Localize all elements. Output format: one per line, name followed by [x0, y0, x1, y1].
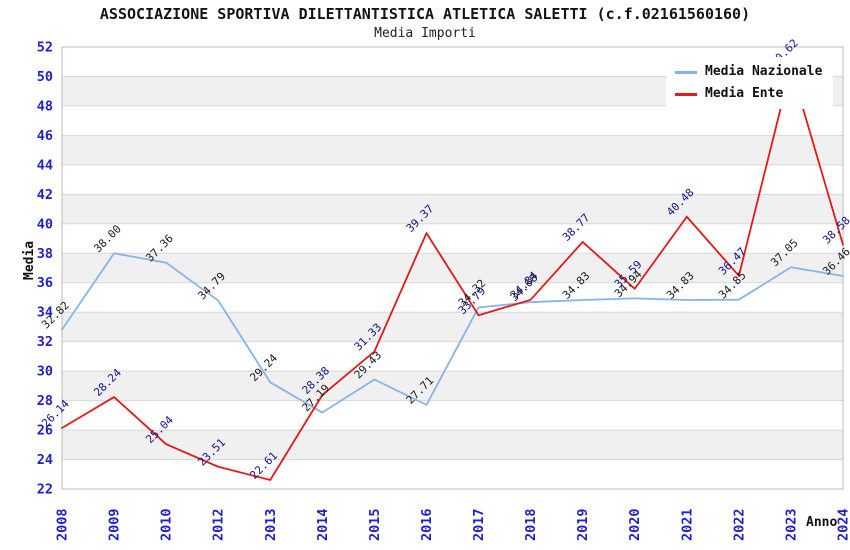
legend-item-media-ente: Media Ente [675, 87, 822, 101]
y-tick-label: 36 [37, 275, 53, 291]
x-tick-label: 2015 [367, 508, 383, 541]
y-tick-label: 50 [37, 69, 53, 85]
grid-band [62, 194, 843, 224]
grid-band [62, 135, 843, 165]
x-tick-label: 2008 [55, 508, 71, 541]
x-tick-label: 2010 [159, 508, 175, 541]
y-tick-label: 28 [37, 393, 53, 409]
y-tick-label: 24 [37, 452, 53, 468]
x-axis-title: Anno [806, 515, 838, 530]
grid-band [62, 253, 843, 283]
grid-band [62, 371, 843, 401]
y-tick-label: 40 [37, 216, 53, 232]
legend-swatch-media-nazionale [675, 70, 697, 74]
x-tick-label: 2014 [315, 508, 331, 541]
x-tick-label: 2022 [731, 508, 747, 541]
y-tick-label: 22 [37, 482, 53, 498]
x-tick-label: 2016 [419, 508, 435, 541]
x-tick-label: 2013 [263, 508, 279, 541]
y-tick-label: 30 [37, 364, 53, 380]
y-tick-label: 42 [37, 187, 53, 203]
series-line-media-nazionale [61, 252, 844, 414]
legend-label-media-ente: Media Ente [705, 86, 784, 101]
chart-legend: Media Nazionale Media Ente [666, 57, 834, 109]
x-tick-label: 2021 [679, 508, 695, 541]
y-tick-label: 32 [37, 334, 53, 350]
x-tick-label: 2023 [783, 508, 799, 541]
grid-band [62, 430, 843, 460]
legend-swatch-media-ente [675, 92, 697, 96]
series-line-media-ente [61, 66, 844, 481]
x-tick-label: 2017 [471, 508, 487, 541]
x-tick-label: 2009 [107, 508, 123, 541]
y-tick-label: 26 [37, 423, 53, 439]
y-axis-title: Media [22, 240, 37, 280]
grid-band [62, 312, 843, 342]
x-tick-label: 2012 [211, 508, 227, 541]
x-tick-label: 2019 [575, 508, 591, 541]
data-label-media-nazionale-2009: 38.00 [91, 222, 124, 255]
y-tick-label: 48 [37, 98, 53, 114]
x-tick-label: 2024 [836, 508, 850, 541]
x-tick-label: 2018 [523, 508, 539, 541]
legend-item-media-nazionale: Media Nazionale [675, 65, 822, 79]
chart-title: ASSOCIAZIONE SPORTIVA DILETTANTISTICA AT… [99, 5, 751, 23]
y-tick-label: 38 [37, 246, 53, 262]
x-tick-label: 2020 [627, 508, 643, 541]
plot-border [61, 46, 844, 490]
y-tick-label: 44 [37, 157, 53, 173]
chart-subtitle: Media Importi [374, 26, 476, 41]
y-tick-label: 52 [37, 40, 53, 56]
y-tick-label: 46 [37, 128, 53, 144]
legend-label-media-nazionale: Media Nazionale [705, 64, 823, 79]
y-tick-label: 34 [37, 305, 53, 321]
